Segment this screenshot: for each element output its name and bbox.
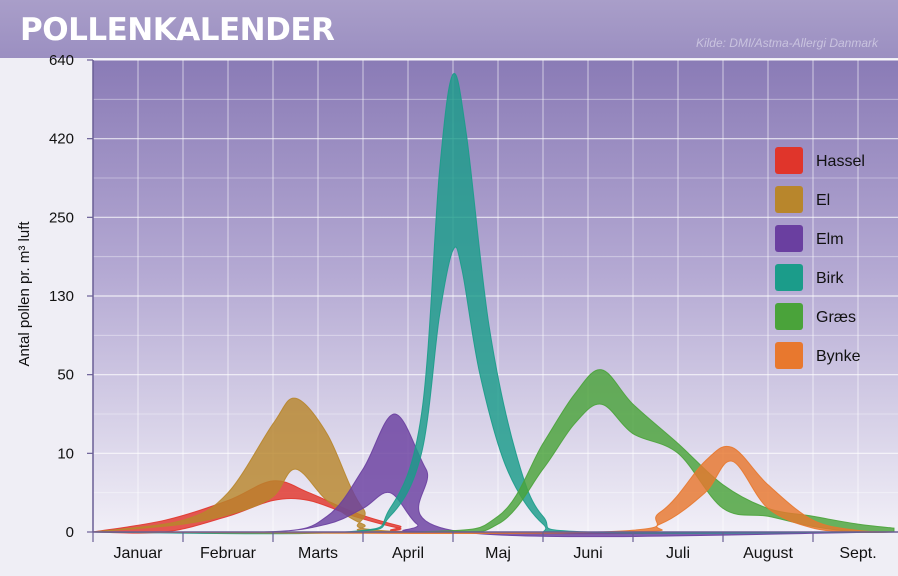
x-tick-label: Maj [485,545,511,562]
x-tick-label: Februar [200,545,257,562]
legend-label-hassel: Hassel [816,153,865,170]
legend-swatch-graes [775,303,803,330]
x-tick-label: Januar [114,545,164,562]
x-tick-label: Juni [573,545,602,562]
legend-swatch-elm [775,225,803,252]
legend-label-el: El [816,192,830,209]
y-tick-label: 10 [57,445,74,462]
y-axis-label: Antal pollen pr. m³ luft [16,221,33,367]
source-credit: Kilde: DMI/Astma-Allergi Danmark [695,36,878,50]
chart-title: POLLENKALENDER [20,12,335,48]
y-tick-label: 130 [49,288,74,305]
y-tick-label: 420 [49,131,74,148]
axes: 0 10 50 130 250 420 640 Januar Februar Marts April… [16,52,898,562]
legend-swatch-bynke [775,342,803,369]
x-tick-label: Sept. [839,545,876,562]
y-tick-label: 0 [66,524,74,541]
y-tick-label: 250 [49,209,74,226]
legend: Hassel El Elm Birk Græs Bynke [775,147,865,369]
x-tick-label: Juli [666,545,690,562]
legend-label-graes: Græs [816,309,856,326]
series-band-graes [92,369,895,534]
x-tick-label: August [743,545,793,562]
legend-swatch-el [775,186,803,213]
y-tick-label: 640 [49,52,74,69]
x-tick-label: Marts [298,545,338,562]
legend-swatch-birk [775,264,803,291]
legend-label-elm: Elm [816,231,844,248]
y-tick-label: 50 [57,367,74,384]
legend-label-bynke: Bynke [816,348,861,365]
header-banner: POLLENKALENDER Kilde: DMI/Astma-Allergi … [0,0,898,58]
legend-label-birk: Birk [816,270,845,287]
x-tick-label: April [392,545,424,562]
legend-swatch-hassel [775,147,803,174]
